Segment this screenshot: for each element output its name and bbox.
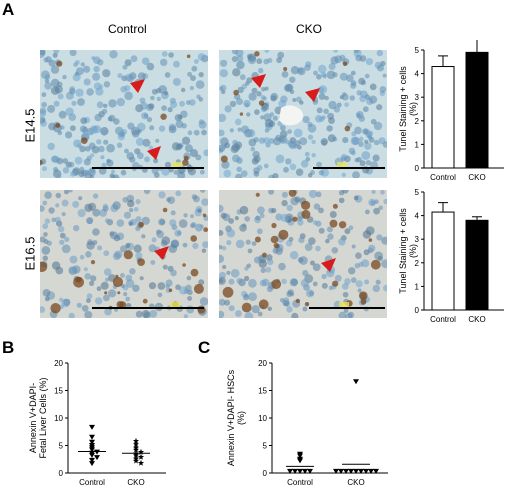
arrowhead-marker: [321, 258, 336, 272]
y-tick-label: 3: [415, 93, 420, 102]
arrowhead-marker: [147, 146, 161, 160]
data-point: [89, 457, 95, 463]
data-point: [94, 455, 100, 461]
y-tick-label: 4: [415, 212, 420, 221]
bar-control: [431, 211, 455, 311]
x-tick-label: CKO: [468, 173, 485, 182]
bar-chart-e14: Tunel Staining + cells(%) 0 1 2 3 4 5 Control CK…: [398, 40, 504, 182]
data-point: [89, 461, 95, 467]
data-point: [338, 468, 344, 474]
data-point: [94, 449, 100, 455]
vessel-lumen: [279, 105, 304, 126]
y-tick-label: 1: [415, 140, 420, 149]
panel-label-c: C: [198, 338, 211, 357]
arrowhead-marker: [251, 74, 266, 88]
y-tick-label: 0: [263, 469, 268, 478]
x-tick-label: Control: [79, 478, 105, 487]
data-point: [132, 446, 140, 453]
y-tick-label: 20: [54, 359, 63, 368]
micrograph-e14-control-image: [40, 50, 208, 178]
y-tick-label: 2: [415, 117, 420, 126]
y-tick-label: 2: [415, 259, 420, 268]
x-tick-label: CKO: [468, 315, 485, 324]
data-point: [343, 468, 349, 474]
y-axis-label: Annexin V+DAPI- HSCs(%): [226, 369, 246, 466]
bar-cko: [465, 51, 489, 169]
arrowhead-marker: [305, 88, 320, 102]
data-point: [89, 452, 95, 458]
data-point: [297, 468, 303, 474]
data-point: [89, 439, 95, 445]
y-tick-label: 3: [415, 235, 420, 244]
y-tick-label: 20: [258, 359, 267, 368]
data-point: [132, 441, 140, 448]
micrograph-e14-control: [40, 50, 208, 178]
micrograph-e16-cko-image: [219, 190, 387, 318]
data-point: [89, 434, 95, 440]
data-point: [132, 452, 140, 459]
y-tick-label: 1: [415, 282, 420, 291]
y-axis-label: Tunel Staining + cells(%): [398, 208, 418, 294]
x-tick-label: Control: [287, 478, 313, 487]
y-tick-label: 4: [415, 70, 420, 79]
micrograph-e16-cko: [219, 190, 387, 318]
data-point: [333, 468, 339, 474]
micrograph-e16-control: [40, 190, 208, 318]
y-axis-label: Annexin V+DAPI-Fetal Liver Cells (%): [28, 377, 48, 458]
y-axis-label: Tunel Staining + cells(%): [398, 66, 418, 152]
data-point: [302, 468, 308, 474]
data-point: [348, 468, 354, 474]
data-point: [137, 459, 145, 466]
x-tick-label: Control: [430, 315, 456, 324]
data-point: [297, 458, 303, 464]
micrograph-e14-cko-image: [219, 50, 387, 178]
column-label-cko: CKO: [296, 22, 323, 36]
y-tick-label: 5: [415, 188, 420, 197]
data-point: [89, 447, 95, 453]
y-tick-label: 5: [263, 442, 268, 451]
data-point: [373, 468, 379, 474]
data-point: [132, 437, 140, 444]
y-tick-label: 5: [415, 46, 420, 55]
scatter-plot-fetal-liver: Annexin V+DAPI-Fetal Liver Cells (%) 0 5 10…: [28, 359, 166, 487]
y-tick-label: 5: [59, 442, 64, 451]
micrograph-e16-control-image: [40, 190, 208, 318]
micrograph-e14-cko: [219, 50, 387, 178]
data-point: [132, 457, 140, 464]
row-label-e14: E14.5: [22, 108, 38, 143]
panel-label-a: A: [2, 0, 15, 19]
data-point: [287, 468, 293, 474]
data-point: [137, 448, 145, 455]
y-tick-label: 0: [59, 469, 64, 478]
data-point: [307, 468, 313, 474]
y-tick-label: 10: [258, 414, 267, 423]
y-tick-label: 15: [258, 387, 267, 396]
data-point: [358, 468, 364, 474]
bar-cko: [465, 219, 489, 311]
bar-chart-e16: Tunel Staining + cells(%) 0 1 2 3 4 5 Control CK…: [398, 188, 504, 324]
arrowhead-marker: [154, 246, 169, 260]
data-point: [292, 468, 298, 474]
data-point: [353, 468, 359, 474]
data-point: [89, 424, 95, 430]
data-point: [137, 453, 145, 460]
y-tick-label: 15: [54, 387, 63, 396]
scatter-plot-hscs: Annexin V+DAPI- HSCs(%) 0 5 10 15 20 Control CK…: [226, 359, 388, 487]
x-tick-label: CKO: [127, 478, 144, 487]
x-tick-label: CKO: [347, 478, 364, 487]
y-tick-label: 10: [54, 414, 63, 423]
data-point: [353, 379, 359, 385]
data-point: [368, 468, 374, 474]
y-tick-label: 0: [415, 164, 420, 173]
x-tick-label: Control: [430, 173, 456, 182]
bar-control: [431, 66, 455, 169]
data-point: [297, 453, 303, 459]
data-point: [363, 468, 369, 474]
panel-label-b: B: [2, 338, 15, 357]
row-label-e16: E16.5: [22, 236, 38, 271]
arrowhead-marker: [130, 79, 145, 93]
y-tick-label: 0: [415, 306, 420, 315]
column-label-control: Control: [108, 22, 147, 36]
